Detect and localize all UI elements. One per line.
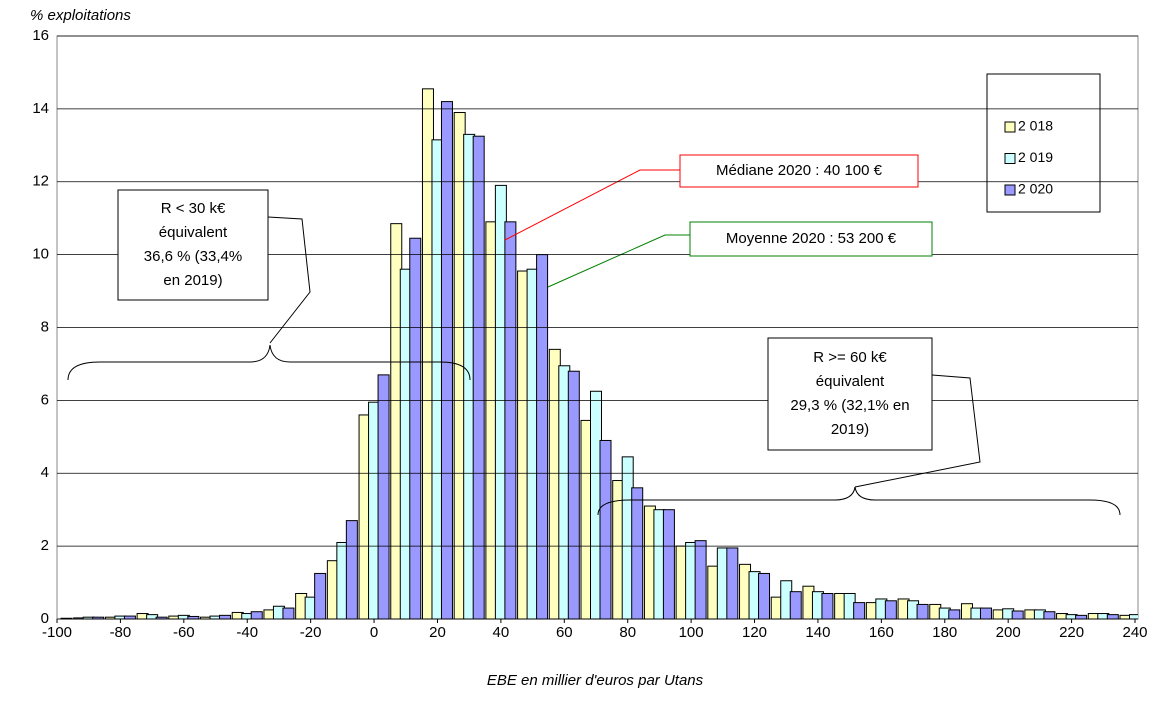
y-tick-label: 12 <box>32 173 49 190</box>
bar <box>472 135 485 620</box>
x-tick-label: 40 <box>493 624 510 641</box>
annotation-box <box>767 337 933 451</box>
x-tick-label: -40 <box>236 624 258 641</box>
bar <box>345 520 358 620</box>
bar <box>1139 615 1150 619</box>
annotation-box <box>689 221 933 257</box>
x-tick-label: 180 <box>932 624 957 641</box>
annotation-box <box>117 189 269 301</box>
median-connector <box>504 169 680 241</box>
x-tick-label: 240 <box>1122 624 1147 641</box>
bar <box>853 602 866 620</box>
bar <box>1011 610 1024 620</box>
x-tick-label: 0 <box>370 624 378 641</box>
x-tick-label: 80 <box>619 624 636 641</box>
y-tick-label: 4 <box>41 464 49 481</box>
bar <box>250 611 263 620</box>
bar <box>567 370 580 620</box>
x-tick-label: 220 <box>1059 624 1084 641</box>
annotation-text: Moyenne 2020 : 53 200 € <box>726 230 897 247</box>
annotation-text: équivalent <box>159 224 228 241</box>
y-tick-label: 6 <box>41 391 49 408</box>
legend-swatch <box>1004 184 1016 196</box>
bar <box>884 600 897 620</box>
bar <box>948 609 961 620</box>
legend-label: 2 019 <box>1018 149 1053 165</box>
bar <box>1129 614 1138 620</box>
annotation-text: R < 30 k€ <box>161 200 226 217</box>
bar <box>1075 614 1088 620</box>
bar <box>916 603 929 620</box>
annotation-text: R >= 60 k€ <box>813 349 887 366</box>
y-tick-label: 8 <box>41 318 49 335</box>
y-tick-label: 14 <box>32 100 49 117</box>
x-tick-label: 200 <box>996 624 1021 641</box>
legend-swatch <box>1004 121 1016 133</box>
annotation-text: Médiane 2020 : 40 100 € <box>716 162 883 179</box>
y-tick-label: 16 <box>32 27 49 44</box>
annotation-text: en 2019) <box>163 272 222 289</box>
bar <box>821 592 834 620</box>
bar <box>789 591 802 620</box>
bar <box>314 572 327 620</box>
bar <box>123 615 136 620</box>
y-tick-label: 2 <box>41 537 49 554</box>
annotation-text: 29,3 % (32,1% en <box>790 397 909 414</box>
bar <box>758 572 771 620</box>
bar <box>1106 614 1119 620</box>
bar <box>599 439 612 620</box>
x-tick-label: -100 <box>42 624 72 641</box>
legend-label: 2 020 <box>1018 181 1053 197</box>
bar <box>536 254 549 620</box>
bar <box>979 607 992 620</box>
bar <box>504 221 517 620</box>
x-tick-label: -60 <box>173 624 195 641</box>
x-axis-label: EBE en millier d'euros par Utans <box>487 672 704 689</box>
bar <box>409 237 422 620</box>
x-tick-label: -80 <box>110 624 132 641</box>
bar <box>694 540 707 620</box>
mean-connector <box>547 234 690 288</box>
bar <box>219 614 232 620</box>
x-tick-label: 100 <box>679 624 704 641</box>
x-tick-label: 140 <box>805 624 830 641</box>
legend-label: 2 018 <box>1018 118 1053 134</box>
x-tick-label: 120 <box>742 624 767 641</box>
annotation-box <box>679 154 919 188</box>
bar <box>440 101 453 620</box>
x-tick-label: -20 <box>300 624 322 641</box>
annotation-text: 2019) <box>831 421 869 438</box>
x-tick-label: 160 <box>869 624 894 641</box>
y-axis-label: % exploitations <box>30 7 131 24</box>
bar <box>726 547 739 620</box>
y-tick-label: 0 <box>41 610 49 627</box>
annotation-text: 36,6 % (33,4% <box>144 248 242 265</box>
legend-swatch <box>1004 153 1016 164</box>
y-tick-label: 10 <box>32 246 49 263</box>
bar <box>631 487 644 620</box>
braces <box>67 216 1121 516</box>
x-tick-label: 20 <box>429 624 446 641</box>
bar <box>1043 611 1056 620</box>
bar <box>282 607 295 620</box>
bar <box>377 374 390 620</box>
x-tick-label: 60 <box>556 624 573 641</box>
annotation-text: équivalent <box>816 373 885 390</box>
bar <box>662 509 675 620</box>
